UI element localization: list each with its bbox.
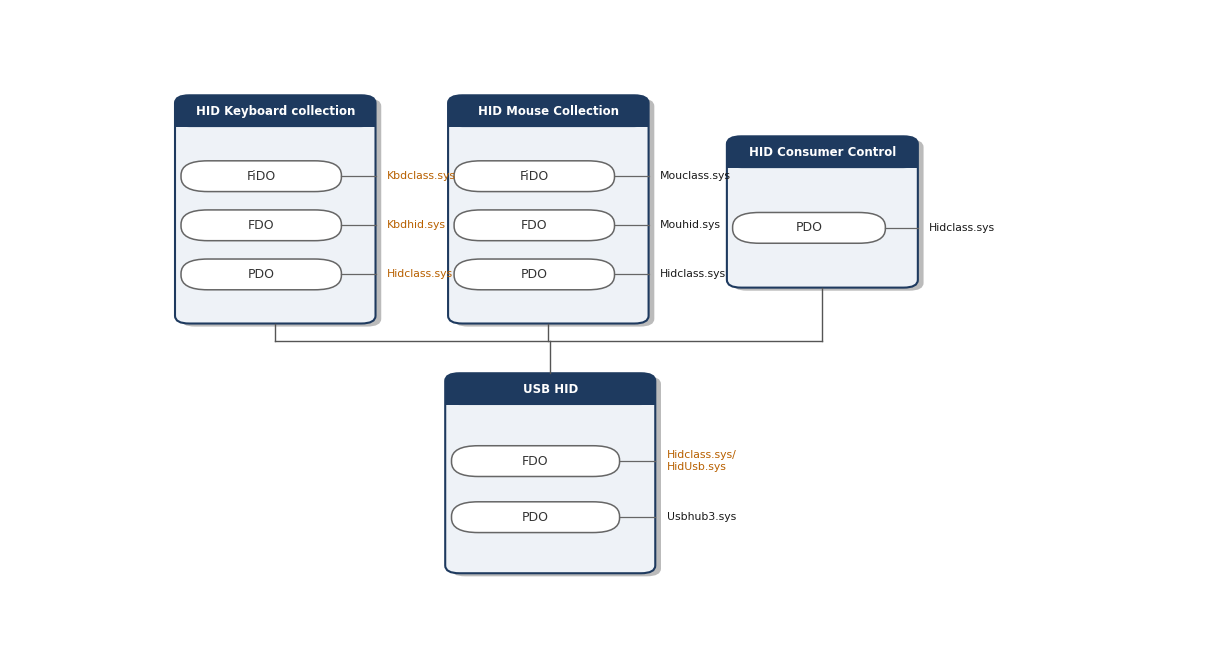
FancyBboxPatch shape bbox=[733, 212, 886, 243]
Bar bbox=[727, 154, 918, 168]
Text: Hidclass.sys/
HidUsb.sys: Hidclass.sys/ HidUsb.sys bbox=[667, 450, 737, 472]
FancyBboxPatch shape bbox=[455, 210, 615, 240]
FancyBboxPatch shape bbox=[181, 259, 341, 290]
Text: Kbdclass.sys: Kbdclass.sys bbox=[387, 171, 456, 181]
Text: PDO: PDO bbox=[796, 221, 823, 234]
FancyBboxPatch shape bbox=[455, 161, 615, 192]
Text: FDO: FDO bbox=[522, 455, 548, 468]
FancyBboxPatch shape bbox=[733, 139, 924, 290]
FancyBboxPatch shape bbox=[727, 137, 918, 288]
FancyBboxPatch shape bbox=[727, 137, 918, 168]
FancyBboxPatch shape bbox=[445, 373, 655, 573]
FancyBboxPatch shape bbox=[175, 95, 376, 324]
Text: PDO: PDO bbox=[248, 268, 275, 281]
FancyBboxPatch shape bbox=[181, 99, 381, 326]
Text: FDO: FDO bbox=[248, 219, 275, 232]
FancyBboxPatch shape bbox=[451, 501, 620, 533]
Text: Hidclass.sys: Hidclass.sys bbox=[929, 223, 995, 233]
Bar bbox=[175, 113, 376, 127]
FancyBboxPatch shape bbox=[175, 95, 376, 127]
Text: PDO: PDO bbox=[521, 268, 548, 281]
Text: FiDO: FiDO bbox=[520, 170, 549, 182]
Bar bbox=[445, 391, 655, 405]
Text: Mouhid.sys: Mouhid.sys bbox=[660, 220, 721, 230]
FancyBboxPatch shape bbox=[445, 373, 655, 405]
FancyBboxPatch shape bbox=[455, 259, 615, 290]
Text: HID Keyboard collection: HID Keyboard collection bbox=[196, 105, 355, 118]
Text: Usbhub3.sys: Usbhub3.sys bbox=[667, 512, 736, 522]
Text: Mouclass.sys: Mouclass.sys bbox=[660, 171, 731, 181]
FancyBboxPatch shape bbox=[448, 95, 648, 324]
Text: HID Mouse Collection: HID Mouse Collection bbox=[478, 105, 618, 118]
Bar bbox=[448, 113, 648, 127]
Text: Hidclass.sys: Hidclass.sys bbox=[660, 270, 726, 280]
FancyBboxPatch shape bbox=[451, 376, 662, 576]
FancyBboxPatch shape bbox=[448, 95, 648, 127]
FancyBboxPatch shape bbox=[451, 446, 620, 476]
FancyBboxPatch shape bbox=[181, 210, 341, 240]
FancyBboxPatch shape bbox=[453, 99, 654, 326]
FancyBboxPatch shape bbox=[181, 161, 341, 192]
Text: FiDO: FiDO bbox=[246, 170, 276, 182]
Text: HID Consumer Control: HID Consumer Control bbox=[749, 146, 896, 159]
Text: Kbdhid.sys: Kbdhid.sys bbox=[387, 220, 446, 230]
Text: Hidclass.sys: Hidclass.sys bbox=[387, 270, 453, 280]
Text: FDO: FDO bbox=[521, 219, 547, 232]
Text: USB HID: USB HID bbox=[522, 383, 578, 396]
Text: PDO: PDO bbox=[522, 511, 549, 523]
